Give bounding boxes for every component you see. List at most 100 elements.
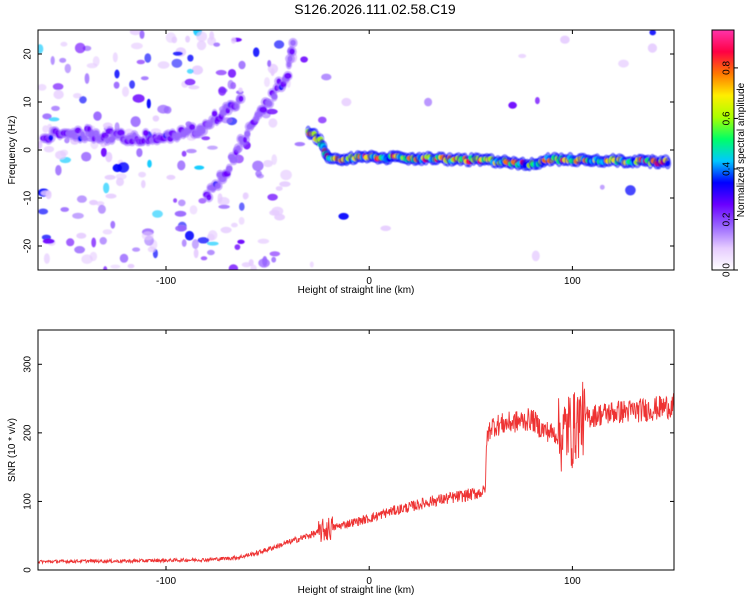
- spectrogram-noise-blob: [599, 184, 605, 190]
- spectrogram-noise-blob: [74, 246, 85, 254]
- spectrogram-noise-blob: [157, 61, 170, 69]
- spectrogram-noise-blob: [59, 149, 69, 156]
- spectrogram-noise-blob: [268, 118, 278, 128]
- spectrogram-y-label: Frequency (Hz): [7, 116, 18, 185]
- spectrogram-noise-blob: [518, 53, 527, 59]
- spectrogram-noise-blob: [42, 113, 52, 120]
- spectrogram-noise-blob: [186, 68, 194, 74]
- spectrogram-noise-blob: [129, 80, 136, 89]
- spectrogram-noise-blob: [42, 238, 55, 244]
- spectrogram-noise-blob: [269, 251, 281, 257]
- spectrogram-noise-blob: [147, 246, 156, 253]
- spectrogram-noise-blob: [184, 78, 196, 86]
- spectrogram-noise-blob: [177, 160, 186, 171]
- spectrogram-noise-blob: [274, 40, 285, 49]
- spectrogram-noise-blob: [116, 177, 124, 187]
- spectrogram-noise-blob: [152, 210, 163, 218]
- spectrogram-ridge-cell: [284, 72, 292, 79]
- spectrogram-noise-blob: [234, 244, 241, 251]
- spectrogram-y-tick-label: -20: [23, 238, 34, 253]
- colorbar-tick-label: 0.0: [722, 263, 733, 277]
- colorbar-tick-label: 0.4: [722, 162, 733, 176]
- colorbar-label: Normalized spectral amplitude: [736, 82, 747, 217]
- spectrogram-noise-blob: [318, 116, 327, 124]
- spectrogram-noise-blob: [196, 40, 207, 51]
- spectrogram-noise-blob: [185, 35, 191, 43]
- spectrogram-noise-blob: [38, 140, 43, 150]
- snr-x-tick-label: 100: [564, 576, 581, 587]
- spectrogram-noise-blob: [200, 256, 208, 261]
- spectrogram-noise-blob: [79, 96, 87, 104]
- spectrogram-ridge-cell: [143, 130, 149, 136]
- spectrogram-noise-blob: [165, 32, 177, 43]
- spectrogram-ridge-cell: [201, 128, 206, 134]
- spectrogram-noise-blob: [279, 181, 291, 187]
- spectrogram-noise-blob: [73, 93, 82, 99]
- spectrogram-noise-blob: [300, 56, 308, 63]
- spectrogram-noise-blob: [238, 60, 246, 70]
- spectrogram-noise-blob: [207, 36, 217, 46]
- spectrogram-noise-blob: [321, 73, 332, 81]
- colorbar-tick-label: 0.6: [722, 111, 733, 125]
- spectrogram-ridge-cell: [236, 145, 241, 152]
- spectrogram-noise-blob: [274, 213, 285, 221]
- spectrogram-noise-blob: [48, 117, 60, 122]
- spectrogram-noise-blob: [45, 190, 52, 200]
- spectrogram-noise-blob: [89, 199, 98, 206]
- spectrogram-ridge-cell: [214, 182, 221, 189]
- colorbar-tick-label: 0.2: [722, 212, 733, 226]
- spectrogram-x-label: Height of straight line (km): [298, 285, 415, 296]
- spectrogram-noise-blob: [267, 60, 272, 67]
- spectrogram-noise-blob: [66, 238, 75, 247]
- spectrogram-noise-blob: [618, 59, 629, 68]
- spectrogram-noise-blob: [127, 263, 135, 269]
- snr-y-tick-label: 0: [23, 567, 34, 573]
- snr-x-tick-label: 0: [366, 576, 372, 587]
- spectrogram-noise-blob: [173, 198, 178, 203]
- spectrogram-noise-blob: [267, 193, 278, 201]
- spectrogram-noise-blob: [105, 193, 117, 199]
- spectrogram-noise-blob: [60, 207, 69, 212]
- colorbar: 0.0 0.2 0.4 0.6 0.8 Normalized spectral ampl…: [711, 29, 747, 277]
- spectrogram-noise-blob: [197, 237, 210, 244]
- spectrogram-noise-blob: [264, 77, 270, 88]
- spectrogram-ridge-cell: [665, 160, 670, 167]
- spectrogram-noise-blob: [76, 195, 87, 203]
- spectrogram-noise-blob: [93, 111, 102, 121]
- spectrogram-noise-blob: [242, 192, 249, 199]
- spectrogram-heatmap: [38, 30, 672, 270]
- spectrogram-noise-blob: [237, 239, 245, 244]
- spectrogram-noise-blob: [230, 37, 237, 44]
- spectrogram-noise-blob: [255, 170, 262, 177]
- spectrogram-noise-blob: [59, 57, 67, 63]
- spectrogram-noise-blob: [341, 97, 352, 107]
- spectrogram-noise-blob: [64, 63, 72, 74]
- spectrogram-noise-blob: [185, 230, 194, 241]
- spectrogram-noise-blob: [113, 81, 120, 89]
- spectrogram-noise-blob: [191, 65, 203, 75]
- spectrogram-noise-blob: [380, 225, 392, 232]
- spectrogram-noise-blob: [119, 253, 129, 263]
- spectrogram-noise-blob: [338, 212, 349, 220]
- spectrogram-noise-blob: [228, 264, 239, 270]
- spectrogram-noise-blob: [140, 76, 149, 81]
- spectrogram-ridge-cell: [189, 124, 196, 131]
- spectrogram-noise-blob: [262, 256, 268, 267]
- spectrogram-noise-blob: [144, 53, 152, 63]
- spectrogram-noise-blob: [52, 83, 64, 91]
- snr-y-label: SNR (10 * v/v): [7, 418, 18, 482]
- spectrogram-noise-blob: [207, 145, 218, 150]
- spectrogram-noise-blob: [215, 69, 227, 76]
- spectrogram-noise-blob: [248, 259, 254, 267]
- spectrogram-noise-blob: [531, 250, 540, 262]
- spectrogram-noise-blob: [163, 106, 172, 114]
- spectrogram-noise-blob: [92, 56, 100, 67]
- spectrogram-noise-blob: [206, 241, 219, 246]
- snr-x-label: Height of straight line (km): [298, 585, 415, 596]
- spectrogram-noise-blob: [38, 44, 44, 54]
- spectrogram-y-tick-label: 20: [23, 48, 34, 60]
- spectrogram-noise-blob: [64, 137, 70, 144]
- spectrogram-noise-blob: [218, 204, 230, 209]
